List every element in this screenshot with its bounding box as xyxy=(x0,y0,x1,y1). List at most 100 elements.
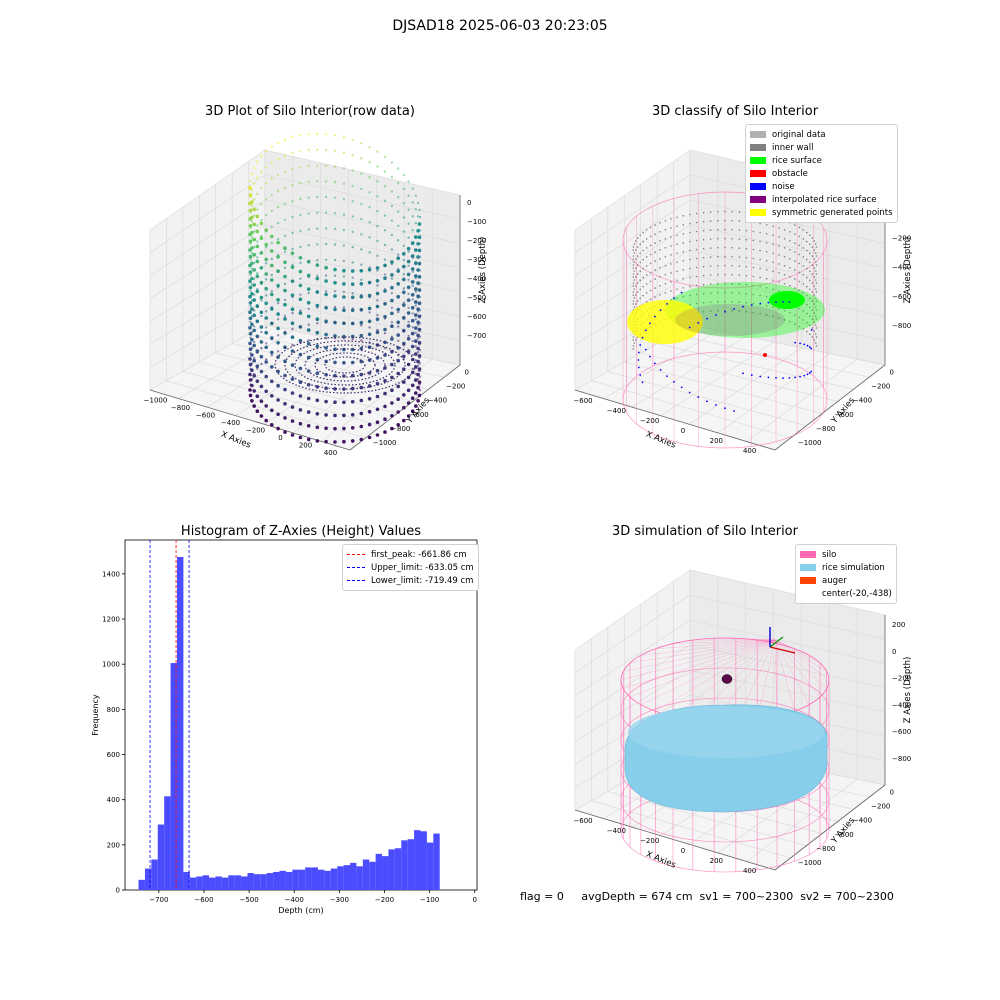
raw-point xyxy=(396,384,401,389)
raw-point xyxy=(368,296,371,299)
raw-point xyxy=(255,244,260,249)
cls-y-tick-label: 0 xyxy=(890,368,894,376)
raw-point xyxy=(342,167,346,170)
raw-point xyxy=(283,274,287,279)
raw-point xyxy=(265,262,268,265)
raw-point xyxy=(252,268,256,272)
sim-x-tick-label: −400 xyxy=(607,827,626,835)
raw-point xyxy=(376,254,379,257)
raw-point xyxy=(396,307,401,312)
raw-point xyxy=(270,263,274,268)
legend-swatch xyxy=(800,551,816,558)
raw-point xyxy=(316,259,319,262)
raw-point xyxy=(383,391,387,396)
raw-point xyxy=(360,233,363,236)
legend-entry: inner wall xyxy=(750,141,893,154)
raw-point xyxy=(359,424,364,429)
cls-wall-point xyxy=(789,258,791,260)
legend-label: obstacle xyxy=(772,168,808,179)
cls-wall-point xyxy=(745,256,748,259)
cls-noise-point xyxy=(659,369,662,371)
raw-point xyxy=(270,249,274,253)
raw-point xyxy=(416,269,420,272)
cls-wall-point xyxy=(813,285,816,287)
raw-point xyxy=(383,258,387,261)
cls-wall-point xyxy=(639,270,641,273)
panel-classify-3d: 3D classify of Silo Interior −600 −400 −20… xyxy=(555,100,915,460)
cls-wall-point xyxy=(676,297,678,300)
cls-wall-point xyxy=(670,245,672,247)
histogram-x-tick-label: −200 xyxy=(375,896,394,904)
raw-point xyxy=(359,294,364,299)
cls-wall-point xyxy=(717,237,719,240)
cls-wall-point xyxy=(814,315,817,317)
sim-model xyxy=(620,627,830,873)
raw-point xyxy=(342,282,346,286)
raw-point xyxy=(351,322,354,325)
cls-wall-point xyxy=(649,298,652,301)
raw-point xyxy=(396,333,401,337)
raw-point xyxy=(248,201,252,206)
raw-point xyxy=(283,298,287,302)
legend-label: first_peak: -661.86 cm xyxy=(371,549,467,560)
legend-swatch xyxy=(750,196,766,203)
cls-wall-point xyxy=(695,248,698,251)
cls-wall-point xyxy=(806,285,808,288)
raw-point xyxy=(376,328,379,332)
raw-point xyxy=(276,205,280,209)
raw-point xyxy=(411,201,414,204)
raw-point xyxy=(360,202,363,206)
raw-point xyxy=(283,430,287,434)
raw-point xyxy=(367,371,372,375)
raw-point xyxy=(411,270,414,273)
cls-wall-point xyxy=(731,282,733,285)
cls-wall-point xyxy=(815,273,818,275)
cls-wall-point xyxy=(702,229,705,232)
raw-point xyxy=(411,215,414,218)
cls-wall-point xyxy=(636,273,639,275)
cls-wall-point xyxy=(811,318,814,320)
raw-3d-title: 3D Plot of Silo Interior(row data) xyxy=(205,104,415,119)
cls-wall-point xyxy=(798,289,801,292)
raw-point xyxy=(333,196,337,199)
sim-axis-y-arrow xyxy=(769,636,784,648)
raw-point xyxy=(255,274,260,279)
histogram-x-tick-label: −500 xyxy=(239,896,258,904)
raw-point xyxy=(283,314,287,318)
raw-point xyxy=(324,321,328,324)
cls-grid xyxy=(607,371,807,427)
cls-wall-point xyxy=(636,282,639,284)
raw-point xyxy=(407,278,410,281)
cls-wall-point xyxy=(731,300,733,303)
raw-point xyxy=(307,228,310,231)
raw-point xyxy=(249,195,252,198)
legend-entry: Lower_limit: -719.49 cm xyxy=(347,574,474,587)
cls-wall-point xyxy=(731,219,733,222)
sim-x-axis-line xyxy=(574,809,776,871)
raw-point xyxy=(407,222,410,225)
cls-wall-point xyxy=(659,267,661,269)
cls-noise-point xyxy=(649,322,651,325)
cls-wall-point xyxy=(815,309,818,311)
cls-noise-point xyxy=(688,326,691,329)
raw-point xyxy=(270,193,273,197)
sim-silo-roof-rib xyxy=(672,639,776,644)
raw-point xyxy=(402,202,405,205)
raw-3d-plot: −1000−800−600−400−20002004000−200−400−60… xyxy=(144,132,488,457)
raw-point xyxy=(360,217,363,221)
raw-point xyxy=(315,371,320,376)
raw-point xyxy=(298,283,303,288)
raw-point xyxy=(250,267,254,270)
cls-wall-point xyxy=(636,255,639,257)
cls-grid xyxy=(574,274,691,345)
cls-wall-point xyxy=(745,265,748,268)
cls-wall-point xyxy=(802,238,805,240)
raw-point xyxy=(315,276,320,281)
raw-point xyxy=(283,346,287,350)
raw-point xyxy=(410,306,415,310)
cls-wall-point xyxy=(738,256,741,258)
raw-point xyxy=(290,307,295,311)
raw-point xyxy=(375,266,380,270)
raw-point xyxy=(411,312,414,315)
panel-simulation-3d: 3D simulation of Silo Interior −600 −400 −… xyxy=(555,520,915,880)
